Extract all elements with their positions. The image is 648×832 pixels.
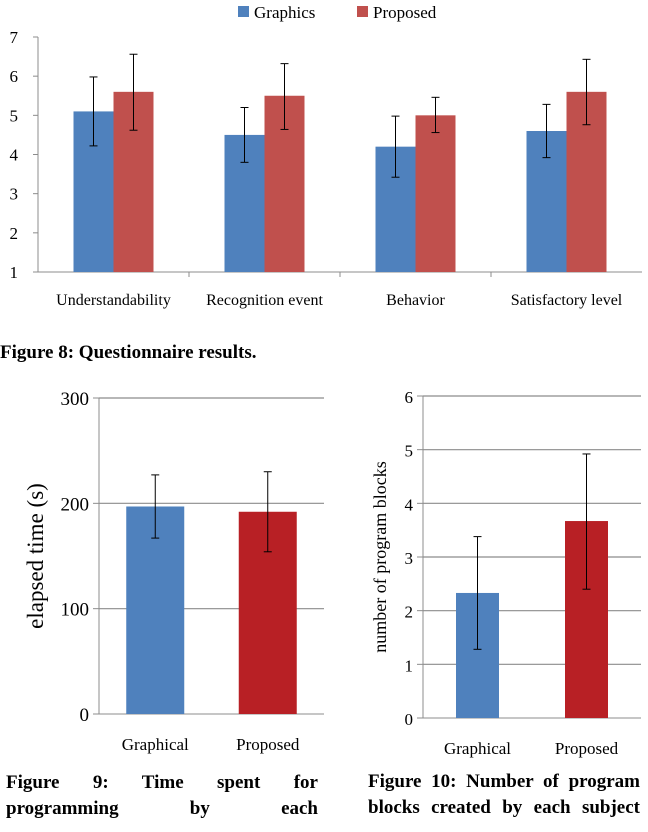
legend-label-proposed: Proposed <box>373 3 437 22</box>
legend-label-graphics: Graphics <box>254 3 315 22</box>
y-tick-label: 1 <box>405 656 414 675</box>
figure-9-caption: Figure 9: Time spent for programming by … <box>6 772 318 819</box>
x-tick-label: Proposed <box>555 739 619 758</box>
y-tick-label: 4 <box>10 146 19 165</box>
bar-graphical <box>126 506 185 714</box>
figure-10-caption: Figure 10: Number of program blocks crea… <box>368 771 640 818</box>
y-tick-label: 100 <box>61 600 90 621</box>
x-tick-label: Understandability <box>56 292 171 309</box>
y-tick-label: 0 <box>80 705 90 726</box>
y-axis-label: elapsed time (s) <box>23 483 48 629</box>
x-tick-label: Graphical <box>444 739 511 758</box>
x-tick-label: Proposed <box>236 735 300 754</box>
legend-swatch-graphics <box>238 6 249 17</box>
bar-proposed <box>415 115 456 272</box>
y-tick-label: 2 <box>405 603 414 622</box>
legend-swatch-proposed <box>357 6 368 17</box>
y-tick-label: 3 <box>10 185 19 204</box>
y-tick-label: 3 <box>405 549 414 568</box>
y-axis-label: number of program blocks <box>370 461 390 652</box>
y-tick-label: 0 <box>405 710 414 729</box>
x-tick-label: Satisfactory level <box>511 292 623 309</box>
y-tick-label: 7 <box>10 28 19 47</box>
x-tick-label: Behavior <box>386 292 445 309</box>
y-tick-label: 200 <box>61 494 90 515</box>
y-tick-label: 5 <box>405 442 414 461</box>
y-tick-label: 6 <box>10 67 19 86</box>
questionnaire-chart: Graphics Proposed 1 2 3 4 5 6 7 Understandability… <box>10 3 642 309</box>
y-tick-label: 4 <box>405 495 414 514</box>
y-tick-label: 5 <box>10 106 19 125</box>
figure-8-caption: Figure 8: Questionnaire results. <box>0 342 257 363</box>
y-tick-label: 300 <box>61 389 90 410</box>
y-tick-label: 6 <box>405 388 414 407</box>
y-tick-label: 1 <box>10 263 19 282</box>
x-tick-label: Recognition event <box>206 292 323 309</box>
x-tick-label: Graphical <box>122 735 189 754</box>
y-tick-label: 2 <box>10 224 19 243</box>
